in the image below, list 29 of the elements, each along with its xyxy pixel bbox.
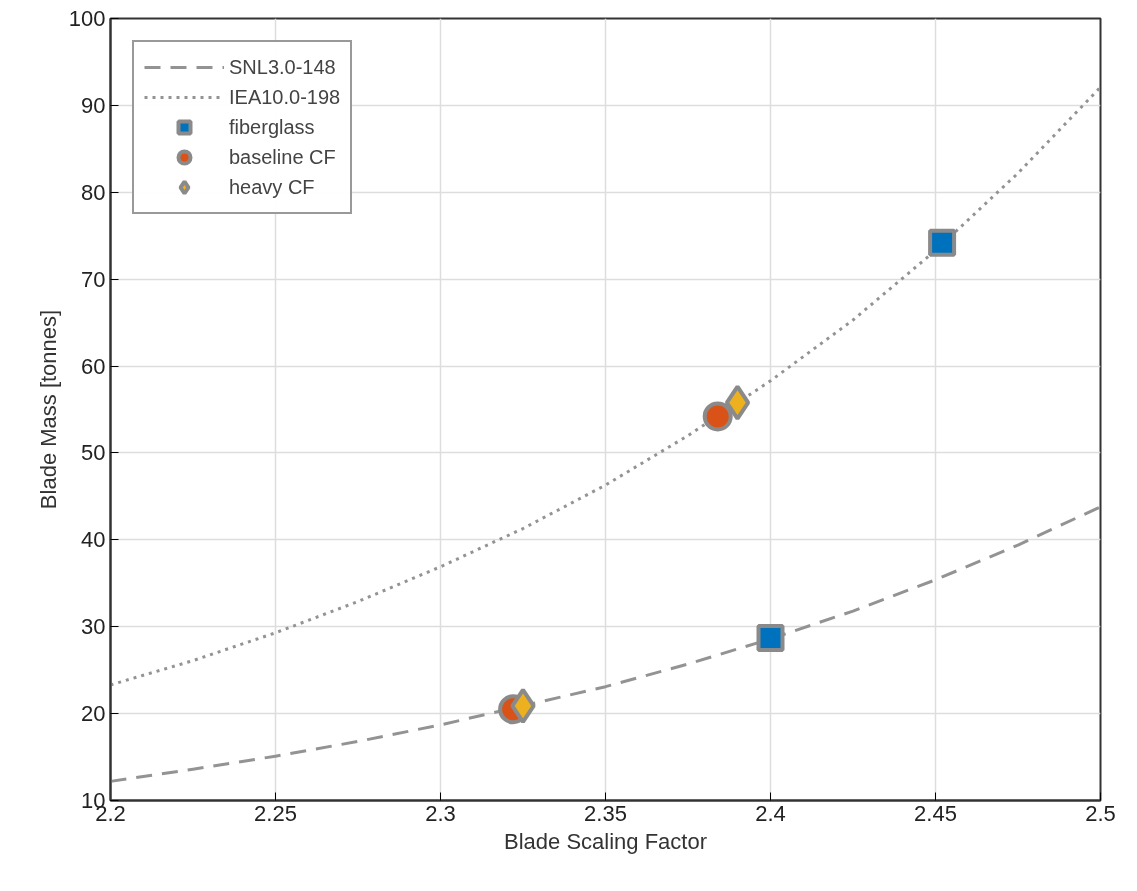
legend-label: SNL3.0-148 (229, 55, 336, 79)
point (510, 687, 536, 724)
y-axis-title: Blade Mass [tonnes] (35, 309, 61, 510)
line-series (110, 85, 1101, 687)
x-axis-title: Blade Scaling Factor (504, 828, 707, 854)
point (928, 228, 957, 257)
x-tick-label: 2.5 (1085, 800, 1116, 826)
y-tick-label: 30 (81, 614, 106, 640)
legend-label: IEA10.0-198 (229, 85, 341, 109)
y-tick-label: 90 (81, 92, 106, 118)
legend-label: fiberglass (229, 115, 315, 139)
point (702, 401, 733, 432)
y-tick-label: 100 (68, 6, 106, 31)
x-tick-label: 2.3 (425, 800, 456, 826)
point (756, 624, 785, 653)
y-tick-label: 50 (81, 440, 106, 466)
x-tick-label: 2.4 (755, 800, 786, 826)
y-tick-label: 20 (81, 701, 106, 727)
x-tick-label: 2.35 (584, 800, 627, 826)
line-series (110, 505, 1101, 783)
y-tick-label: 60 (81, 353, 106, 379)
x-tick-label: 2.25 (254, 800, 297, 826)
y-tick-label: 70 (81, 266, 106, 292)
legend-label: baseline CF (229, 145, 336, 169)
y-tick-label: 40 (81, 527, 106, 553)
y-tick-label: 80 (81, 179, 106, 205)
legend-label: heavy CF (229, 175, 315, 199)
point (724, 384, 751, 421)
x-tick-label: 2.45 (914, 800, 957, 826)
